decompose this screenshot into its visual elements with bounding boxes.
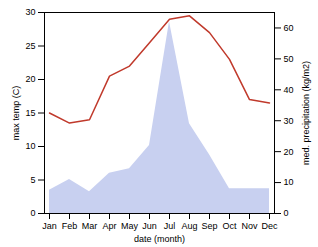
svg-text:30: 30: [25, 7, 35, 17]
svg-text:0: 0: [284, 208, 289, 218]
svg-text:Jan: Jan: [42, 221, 57, 231]
svg-text:Nov: Nov: [241, 221, 258, 231]
svg-text:Feb: Feb: [62, 221, 78, 231]
svg-text:Jun: Jun: [142, 221, 157, 231]
svg-text:Sep: Sep: [201, 221, 217, 231]
svg-text:Mar: Mar: [82, 221, 98, 231]
svg-text:50: 50: [284, 54, 294, 64]
svg-text:max temp (C): max temp (C): [11, 86, 21, 141]
svg-text:40: 40: [284, 85, 294, 95]
svg-text:Oct: Oct: [222, 221, 237, 231]
svg-text:med. precipitation (kg/m2): med. precipitation (kg/m2): [301, 61, 311, 165]
svg-text:Apr: Apr: [102, 221, 116, 231]
svg-text:25: 25: [25, 41, 35, 51]
svg-text:Jul: Jul: [164, 221, 176, 231]
svg-text:30: 30: [284, 116, 294, 126]
svg-text:20: 20: [284, 147, 294, 157]
svg-text:0: 0: [30, 208, 35, 218]
svg-text:May: May: [121, 221, 139, 231]
svg-text:5: 5: [30, 175, 35, 185]
svg-text:10: 10: [284, 177, 294, 187]
svg-text:15: 15: [25, 108, 35, 118]
svg-text:Aug: Aug: [181, 221, 197, 231]
svg-text:60: 60: [284, 23, 294, 33]
svg-text:20: 20: [25, 74, 35, 84]
svg-text:Dec: Dec: [261, 221, 278, 231]
svg-text:date (month): date (month): [134, 234, 185, 244]
svg-text:10: 10: [25, 141, 35, 151]
